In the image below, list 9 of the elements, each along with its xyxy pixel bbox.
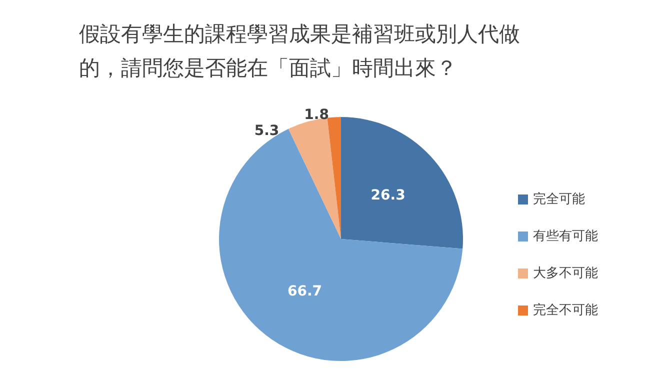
data-label: 66.7 bbox=[287, 284, 322, 300]
chart-title: 假設有學生的課程學習成果是補習班或別人代做的，請問您是否能在「面試」時間出來？ bbox=[79, 22, 520, 80]
data-label: 26.3 bbox=[370, 188, 406, 204]
data-label: 1.8 bbox=[304, 107, 329, 124]
legend-label: 有些有可能 bbox=[533, 229, 598, 244]
legend-label: 完全不可能 bbox=[533, 302, 598, 318]
legend-label: 大多不可能 bbox=[533, 266, 598, 281]
data-label: 5.3 bbox=[254, 123, 280, 140]
legend-label: 完全可能 bbox=[533, 191, 585, 207]
